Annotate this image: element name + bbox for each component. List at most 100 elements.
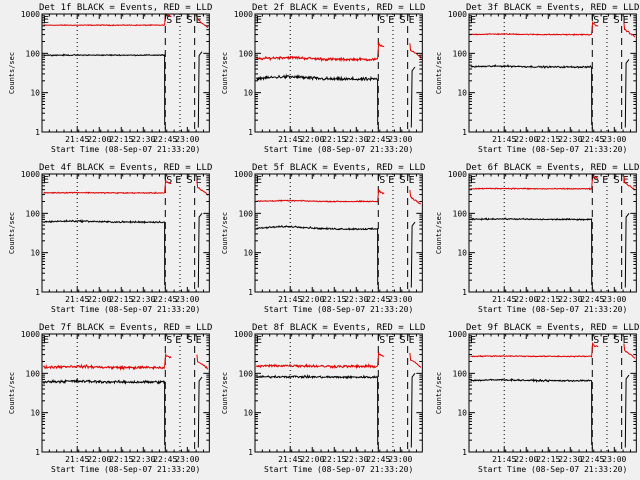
annotation-label: E <box>470 175 476 186</box>
annotation-label: E <box>256 15 262 26</box>
x-tick-label: 23:00 <box>602 135 626 144</box>
y-axis-label: Counts/sec <box>221 212 229 254</box>
y-tick-label: 100 <box>239 369 254 378</box>
x-tick-label: 22:45 <box>366 295 390 304</box>
events-series <box>256 225 379 286</box>
x-tick-label: 22:30 <box>131 295 155 304</box>
x-tick-label: 22:15 <box>322 455 346 464</box>
x-tick-label: 21:45 <box>65 455 89 464</box>
events-series <box>470 63 593 126</box>
events-series-tail <box>197 212 203 288</box>
x-tick-label: 22:00 <box>300 295 324 304</box>
annotation-label: E <box>470 335 476 346</box>
x-tick-label: 21:45 <box>65 135 89 144</box>
events-series <box>43 378 166 446</box>
panel-title: Det 6f BLACK = Events, RED = LLD <box>466 163 639 173</box>
lld-series-tail <box>196 14 209 29</box>
events-series <box>256 374 379 446</box>
plot-frame <box>254 13 423 133</box>
x-tick-label: 22:15 <box>536 455 560 464</box>
annotation-label: E <box>623 175 629 186</box>
x-tick-label: 22:15 <box>536 295 560 304</box>
y-tick-label: 1 <box>462 128 467 137</box>
y-axis-label: Counts/sec <box>435 52 443 94</box>
x-axis-label: Start Time (08-Sep-07 21:33:20) <box>264 305 413 314</box>
annotation-label: S <box>166 335 172 346</box>
lld-series-tail <box>409 190 422 205</box>
events-series-tail <box>410 372 416 448</box>
x-tick-label: 22:15 <box>109 295 133 304</box>
x-tick-label: 21:45 <box>492 135 516 144</box>
x-tick-label: 23:00 <box>388 455 412 464</box>
lld-series <box>43 14 172 27</box>
lld-series-tail <box>623 22 636 38</box>
annotation-label: E <box>602 335 608 346</box>
x-tick-label: 22:45 <box>153 455 177 464</box>
annotation-label: E <box>175 15 181 26</box>
x-tick-label: 21:45 <box>65 295 89 304</box>
plot-frame <box>254 333 423 453</box>
annotation-label: E <box>196 175 202 186</box>
events-series <box>256 73 379 126</box>
y-tick-label: 1000 <box>21 330 40 339</box>
y-tick-label: 1 <box>35 448 40 457</box>
y-tick-label: 1 <box>248 448 253 457</box>
x-tick-label: 23:00 <box>602 455 626 464</box>
x-tick-label: 22:00 <box>300 455 324 464</box>
x-tick-label: 22:30 <box>344 295 368 304</box>
plot-frame <box>254 173 423 293</box>
y-tick-label: 100 <box>26 209 41 218</box>
panel-title: Det 8f BLACK = Events, RED = LLD <box>252 323 425 333</box>
x-tick-label: 22:15 <box>322 135 346 144</box>
annotation-label: S <box>379 175 385 186</box>
x-tick-label: 23:00 <box>175 455 199 464</box>
annotation-label: S <box>593 15 599 26</box>
lld-series <box>470 174 599 191</box>
annotation-label: E <box>409 175 415 186</box>
x-axis-label: Start Time (08-Sep-07 21:33:20) <box>264 465 413 474</box>
x-tick-label: 22:00 <box>514 455 538 464</box>
x-tick-label: 22:00 <box>87 135 111 144</box>
y-tick-label: 10 <box>243 409 253 418</box>
x-tick-label: 22:15 <box>109 135 133 144</box>
annotation-label: E <box>470 15 476 26</box>
y-tick-label: 10 <box>457 409 467 418</box>
x-tick-label: 21:45 <box>492 455 516 464</box>
events-series-tail <box>624 212 630 288</box>
y-axis-label: Counts/sec <box>8 372 16 414</box>
x-tick-label: 22:30 <box>131 455 155 464</box>
x-tick-label: 23:00 <box>175 135 199 144</box>
plot-frame <box>41 333 210 453</box>
x-axis-label: Start Time (08-Sep-07 21:33:20) <box>478 465 627 474</box>
annotation-label: E <box>43 15 49 26</box>
annotation-label: E <box>256 175 262 186</box>
lld-series <box>43 179 172 195</box>
annotation-label: S <box>400 335 406 346</box>
plot-frame <box>468 333 637 453</box>
x-tick-label: 23:00 <box>388 135 412 144</box>
panel-title: Det 9f BLACK = Events, RED = LLD <box>466 323 639 333</box>
annotation-label: E <box>388 175 394 186</box>
annotation-label: S <box>400 175 406 186</box>
y-tick-label: 100 <box>239 49 254 58</box>
y-tick-label: 100 <box>239 209 254 218</box>
y-tick-label: 100 <box>453 369 468 378</box>
lld-series-tail <box>196 180 209 196</box>
annotation-label: S <box>166 175 172 186</box>
annotation-label: S <box>187 335 193 346</box>
annotation-label: E <box>175 335 181 346</box>
x-tick-label: 22:45 <box>153 295 177 304</box>
x-tick-label: 22:30 <box>558 135 582 144</box>
annotation-label: E <box>409 15 415 26</box>
y-tick-label: 1000 <box>234 330 253 339</box>
y-tick-label: 1000 <box>448 330 467 339</box>
annotation-label: E <box>602 15 608 26</box>
y-axis-label: Counts/sec <box>8 52 16 94</box>
x-axis-label: Start Time (08-Sep-07 21:33:20) <box>478 305 627 314</box>
